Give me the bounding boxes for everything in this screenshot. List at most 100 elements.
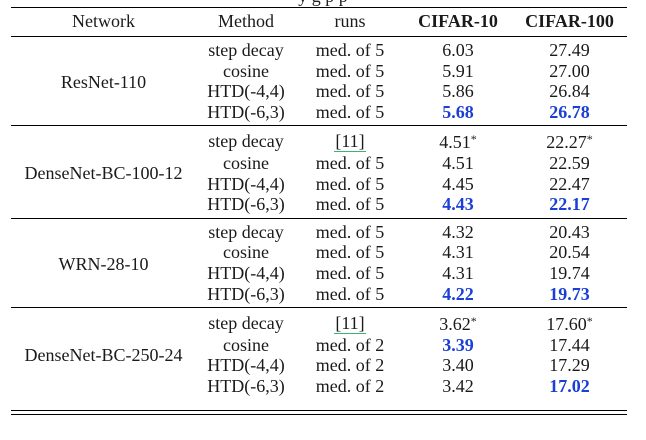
cifar100-cell: 20.54 <box>549 242 590 263</box>
runs-cell: med. of 5 <box>315 283 385 304</box>
table-row: ResNet-110 step decay med. of 5 6.03 27.… <box>11 37 627 92</box>
table-group: DenseNet-BC-100-12 step decay [11] 4.51*… <box>11 125 627 219</box>
best-cifar100-value: 22.17 <box>549 194 590 215</box>
method-cell: HTD(-4,4) <box>207 355 285 376</box>
table-row: DenseNet-BC-250-24 step decay [11] 3.62*… <box>11 307 627 400</box>
best-cifar10-value: 4.43 <box>442 194 474 215</box>
runs-cell: med. of 5 <box>315 152 385 173</box>
table-row: HTD(-4,4) med. of 5 4.31 19.74 <box>11 263 627 284</box>
best-cifar10-value: 5.68 <box>442 101 474 122</box>
best-cifar100-value: 19.73 <box>549 283 590 304</box>
cifar10-cell: 4.45 <box>442 173 474 194</box>
runs-cell: med. of 2 <box>315 334 385 355</box>
table-row: HTD(-6,3) med. of 5 4.43 22.17 <box>11 194 627 218</box>
results-table: Network Method runs CIFAR-10 CIFAR-100 R… <box>11 6 627 400</box>
caption-fragment: y g p p <box>0 0 646 5</box>
best-cifar100-value: 26.78 <box>549 101 590 122</box>
asterisk-mark: * <box>470 132 477 147</box>
runs-cell: med. of 5 <box>315 60 385 81</box>
cifar10-cell: 4.31 <box>442 262 474 283</box>
cifar10-cell: 4.51 <box>442 152 474 173</box>
cifar100-cell: 20.43 <box>512 217 627 243</box>
method-cell: cosine <box>223 60 269 81</box>
table-row: HTD(-4,4) med. of 2 3.40 17.29 <box>11 355 627 376</box>
cifar10-cell: 5.91 <box>442 60 474 81</box>
runs-cell: med. of 5 <box>296 217 404 243</box>
method-cell: HTD(-6,3) <box>207 194 285 215</box>
runs-cell: med. of 5 <box>315 173 385 194</box>
runs-cell: med. of 5 <box>315 40 385 60</box>
method-cell: HTD(-4,4) <box>207 262 285 283</box>
cifar10-cell: 5.86 <box>442 81 474 102</box>
method-cell: HTD(-6,3) <box>207 101 285 122</box>
cifar10-cell: 3.62* <box>404 307 512 335</box>
network-name: DenseNet-BC-100-12 <box>11 125 196 219</box>
runs-cell: med. of 2 <box>315 355 385 376</box>
table-row: HTD(-6,3) med. of 2 3.42 17.02 <box>11 376 627 400</box>
table-row: cosine med. of 5 4.51 22.59 <box>11 153 627 174</box>
network-name: ResNet-110 <box>60 72 147 93</box>
best-cifar10-value: 4.22 <box>442 283 474 304</box>
table-row: DenseNet-BC-100-12 step decay [11] 4.51*… <box>11 125 627 219</box>
table-row: HTD(-6,3) med. of 5 5.68 26.78 <box>11 102 627 126</box>
cifar100-cell: 22.27* <box>512 125 627 153</box>
table-group: ResNet-110 step decay med. of 5 6.03 27.… <box>11 37 627 126</box>
table-row: cosine med. of 5 5.91 27.00 <box>11 61 627 82</box>
best-cifar100-value: 17.02 <box>549 375 590 396</box>
network-name: DenseNet-BC-250-24 <box>11 307 196 400</box>
cifar10-cell: 3.42 <box>442 375 474 396</box>
asterisk-mark: * <box>586 314 593 329</box>
cifar10-cell: 4.31 <box>442 242 474 263</box>
runs-cell: med. of 5 <box>315 194 385 215</box>
cifar100-cell: 22.59 <box>549 152 590 173</box>
network-name: WRN-28-10 <box>11 217 196 308</box>
cifar10-cell: 3.40 <box>442 355 474 376</box>
runs-cell: med. of 5 <box>315 262 385 283</box>
cifar10-cell: 4.51* <box>404 125 512 153</box>
runs-cell: med. of 5 <box>315 242 385 263</box>
header-cifar100: CIFAR-100 <box>512 6 627 37</box>
table-group: WRN-28-10 step decay med. of 5 4.32 20.4… <box>11 217 627 308</box>
cifar100-cell: 17.60* <box>512 307 627 335</box>
cifar100-cell: 26.84 <box>549 81 590 102</box>
method-cell: step decay <box>196 307 296 335</box>
method-cell: HTD(-6,3) <box>207 283 285 304</box>
table-row: cosine med. of 2 3.39 17.44 <box>11 335 627 356</box>
runs-cell: med. of 2 <box>315 375 385 396</box>
citation-link[interactable]: [11] <box>334 130 366 152</box>
header-cifar10: CIFAR-10 <box>404 6 512 37</box>
cifar10-cell: 4.32 <box>404 217 512 243</box>
asterisk-mark: * <box>586 132 593 147</box>
method-cell: HTD(-4,4) <box>207 173 285 194</box>
cifar100-cell: 17.29 <box>549 355 590 376</box>
table-group: DenseNet-BC-250-24 step decay [11] 3.62*… <box>11 307 627 400</box>
runs-cell: med. of 5 <box>315 101 385 122</box>
cifar100-cell: 17.44 <box>549 334 590 355</box>
cifar100-cell: 27.49 <box>549 40 590 60</box>
method-cell: step decay <box>196 125 296 153</box>
method-cell: step decay <box>196 217 296 243</box>
runs-cell: med. of 5 <box>315 81 385 102</box>
header-network: Network <box>11 6 196 37</box>
cifar100-cell: 22.47 <box>549 173 590 194</box>
table-row: WRN-28-10 step decay med. of 5 4.32 20.4… <box>11 217 627 308</box>
best-cifar10-value: 3.39 <box>442 334 474 355</box>
table-row: HTD(-4,4) med. of 5 5.86 26.84 <box>11 81 627 102</box>
method-cell: HTD(-6,3) <box>207 375 285 396</box>
header-runs: runs <box>296 6 404 37</box>
table-row: HTD(-6,3) med. of 5 4.22 19.73 <box>11 284 627 308</box>
citation-link[interactable]: [11] <box>334 312 366 334</box>
method-cell: cosine <box>223 242 269 263</box>
table-row: cosine med. of 5 4.31 20.54 <box>11 242 627 263</box>
cifar100-cell: 19.74 <box>549 262 590 283</box>
asterisk-mark: * <box>470 314 477 329</box>
method-cell: HTD(-4,4) <box>207 81 285 102</box>
cifar10-cell: 6.03 <box>442 40 474 60</box>
table-row: HTD(-4,4) med. of 5 4.45 22.47 <box>11 174 627 195</box>
method-cell: cosine <box>223 152 269 173</box>
header-row: Network Method runs CIFAR-10 CIFAR-100 <box>11 6 627 37</box>
header-method: Method <box>196 6 296 37</box>
bottom-rule <box>11 410 627 412</box>
method-cell: step decay <box>208 40 284 60</box>
